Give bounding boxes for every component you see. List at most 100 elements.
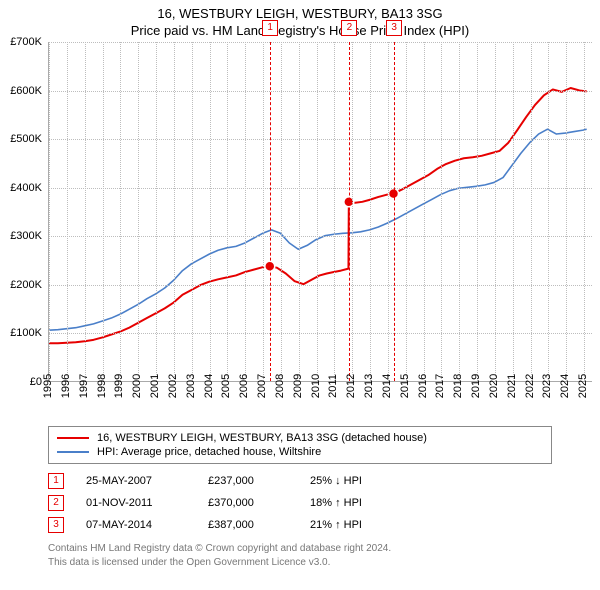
legend-label: HPI: Average price, detached house, Wilt… — [97, 446, 321, 458]
event-number-box: 1 — [48, 473, 64, 489]
y-tick-label: £700K — [10, 36, 42, 48]
title-sub: Price paid vs. HM Land Registry's House … — [10, 23, 590, 38]
legend-label: 16, WESTBURY LEIGH, WESTBURY, BA13 3SG (… — [97, 432, 427, 444]
event-price: £237,000 — [208, 475, 288, 487]
grid-v — [245, 42, 246, 381]
x-tick-label: 2001 — [149, 374, 161, 398]
x-tick-label: 2022 — [524, 374, 536, 398]
grid-v — [192, 42, 193, 381]
legend-row: HPI: Average price, detached house, Wilt… — [57, 445, 543, 459]
event-marker-label: 3 — [386, 20, 402, 36]
x-tick-label: 2005 — [220, 374, 232, 398]
event-number-box: 2 — [48, 495, 64, 511]
grid-v — [174, 42, 175, 381]
event-marker-label: 1 — [262, 20, 278, 36]
grid-v — [406, 42, 407, 381]
grid-v — [103, 42, 104, 381]
events-row: 1 25-MAY-2007 £237,000 25% ↓ HPI — [48, 470, 552, 492]
grid-v — [441, 42, 442, 381]
x-tick-label: 2002 — [167, 374, 179, 398]
grid-v — [299, 42, 300, 381]
grid-v — [263, 42, 264, 381]
grid-v — [566, 42, 567, 381]
x-tick-label: 2012 — [345, 374, 357, 398]
x-tick-label: 2016 — [417, 374, 429, 398]
event-date: 07-MAY-2014 — [86, 519, 186, 531]
series-hpi — [49, 129, 587, 330]
x-tick-label: 2004 — [203, 374, 215, 398]
grid-v — [138, 42, 139, 381]
event-line — [270, 42, 271, 381]
grid-v — [210, 42, 211, 381]
x-tick-label: 2021 — [506, 374, 518, 398]
grid-v — [156, 42, 157, 381]
x-tick-label: 2015 — [399, 374, 411, 398]
x-tick-label: 1999 — [113, 374, 125, 398]
x-tick-label: 2003 — [185, 374, 197, 398]
grid-v — [227, 42, 228, 381]
x-tick-label: 1998 — [96, 374, 108, 398]
y-tick-label: £400K — [10, 182, 42, 194]
x-tick-label: 1997 — [78, 374, 90, 398]
x-axis: 1995199619971998199920002001200220032004… — [48, 382, 592, 422]
series-property — [49, 88, 587, 343]
legend-swatch — [57, 451, 89, 453]
y-tick-label: £500K — [10, 133, 42, 145]
event-line — [394, 42, 395, 381]
events-row: 307-MAY-2014£387,00021% ↑ HPI — [48, 514, 552, 536]
x-tick-label: 2024 — [559, 374, 571, 398]
x-tick-label: 2018 — [452, 374, 464, 398]
grid-v — [281, 42, 282, 381]
event-diff: 21% ↑ HPI — [310, 519, 400, 531]
events-row: 201-NOV-2011£370,00018% ↑ HPI — [48, 492, 552, 514]
x-tick-label: 2008 — [274, 374, 286, 398]
x-tick-label: 2020 — [488, 374, 500, 398]
y-tick-label: £100K — [10, 327, 42, 339]
legend: 16, WESTBURY LEIGH, WESTBURY, BA13 3SG (… — [48, 426, 552, 464]
x-tick-label: 2014 — [381, 374, 393, 398]
footer-line-1: Contains HM Land Registry data © Crown c… — [48, 542, 552, 556]
event-diff: 25% ↓ HPI — [310, 475, 400, 487]
grid-v — [370, 42, 371, 381]
y-tick-label: £600K — [10, 85, 42, 97]
x-tick-label: 2007 — [256, 374, 268, 398]
y-axis: £0£100K£200K£300K£400K£500K£600K£700K — [0, 42, 48, 382]
grid-v — [67, 42, 68, 381]
footer-line-2: This data is licensed under the Open Gov… — [48, 556, 552, 570]
event-marker-label: 2 — [341, 20, 357, 36]
grid-h — [49, 285, 592, 286]
event-price: £387,000 — [208, 519, 288, 531]
x-tick-label: 2009 — [292, 374, 304, 398]
grid-h — [49, 188, 592, 189]
y-tick-label: £200K — [10, 279, 42, 291]
x-tick-label: 2000 — [131, 374, 143, 398]
x-tick-label: 2006 — [238, 374, 250, 398]
x-tick-label: 2023 — [541, 374, 553, 398]
events-table: 1 25-MAY-2007 £237,000 25% ↓ HPI 201-NOV-201… — [48, 470, 552, 536]
x-tick-label: 2013 — [363, 374, 375, 398]
grid-h — [49, 236, 592, 237]
grid-v — [334, 42, 335, 381]
grid-v — [388, 42, 389, 381]
plot-region: 123 — [48, 42, 592, 382]
grid-v — [424, 42, 425, 381]
grid-v — [495, 42, 496, 381]
grid-h — [49, 333, 592, 334]
series-svg — [49, 42, 592, 381]
grid-v — [531, 42, 532, 381]
grid-v — [548, 42, 549, 381]
event-date: 25-MAY-2007 — [86, 475, 186, 487]
event-diff: 18% ↑ HPI — [310, 497, 400, 509]
y-tick-label: £0 — [30, 376, 42, 388]
grid-v — [513, 42, 514, 381]
grid-v — [85, 42, 86, 381]
y-tick-label: £300K — [10, 230, 42, 242]
event-line — [349, 42, 350, 381]
title-main: 16, WESTBURY LEIGH, WESTBURY, BA13 3SG — [10, 6, 590, 21]
grid-h — [49, 139, 592, 140]
x-tick-label: 1996 — [60, 374, 72, 398]
grid-v — [49, 42, 50, 381]
grid-h — [49, 42, 592, 43]
x-tick-label: 2011 — [327, 374, 339, 398]
x-tick-label: 2010 — [310, 374, 322, 398]
